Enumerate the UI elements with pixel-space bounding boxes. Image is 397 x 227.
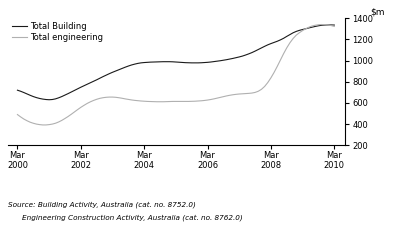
Total engineering <box>15 113 20 116</box>
Total Building <box>208 61 213 63</box>
Text: Source: Building Activity, Australia (cat. no. 8752.0): Source: Building Activity, Australia (ca… <box>8 201 196 207</box>
Total engineering <box>37 123 42 126</box>
Total engineering <box>319 23 324 26</box>
Total Building <box>326 24 330 26</box>
Line: Total engineering: Total engineering <box>17 25 334 125</box>
Total Building <box>97 77 102 80</box>
Total engineering <box>208 98 213 101</box>
Total engineering <box>240 92 245 95</box>
Text: Engineering Construction Activity, Australia (cat. no. 8762.0): Engineering Construction Activity, Austr… <box>22 215 243 221</box>
Total engineering <box>40 123 45 126</box>
Total Building <box>164 60 169 63</box>
Text: $m: $m <box>371 8 385 17</box>
Total engineering <box>164 100 169 103</box>
Total engineering <box>256 90 261 93</box>
Total Building <box>37 97 42 100</box>
Line: Total Building: Total Building <box>17 25 334 100</box>
Total Building <box>332 24 337 26</box>
Total engineering <box>332 25 337 28</box>
Total Building <box>256 48 261 51</box>
Legend: Total Building, Total engineering: Total Building, Total engineering <box>12 22 104 42</box>
Total Building <box>15 89 20 91</box>
Total engineering <box>97 97 102 100</box>
Total Building <box>47 98 52 101</box>
Total Building <box>240 55 245 57</box>
